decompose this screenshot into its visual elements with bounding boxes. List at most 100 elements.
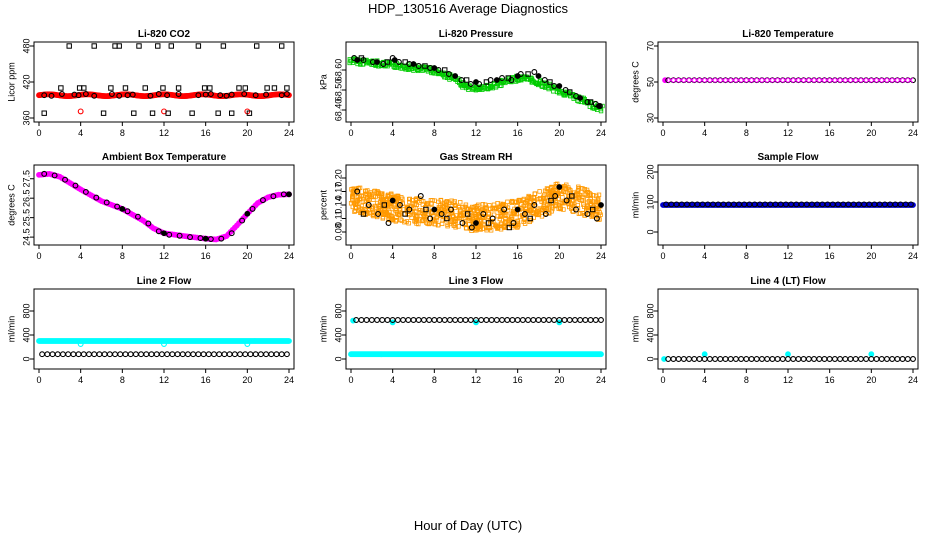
data-point <box>149 110 156 116</box>
data-point <box>283 91 290 97</box>
data-point <box>683 77 690 83</box>
data-point <box>350 194 356 200</box>
y-axis-label: ml/min <box>318 316 328 343</box>
x-tick-label: 8 <box>744 128 749 138</box>
data-point <box>201 85 208 91</box>
data-point <box>501 224 507 230</box>
data-point <box>409 198 415 203</box>
data-point <box>252 351 259 358</box>
data-point <box>706 356 713 362</box>
data-point <box>764 356 771 362</box>
x-tick-label: 16 <box>513 251 523 261</box>
data-point <box>49 351 56 358</box>
data-point <box>501 206 508 213</box>
data-point <box>132 351 139 358</box>
data-point <box>398 217 403 222</box>
data-point <box>101 351 108 358</box>
data-point <box>441 317 448 323</box>
data-point <box>236 85 242 91</box>
x-tick-label: 0 <box>660 375 665 385</box>
data-point <box>876 77 882 83</box>
data-point <box>488 228 494 233</box>
data-point <box>207 85 213 91</box>
data-point <box>546 192 551 197</box>
data-point <box>244 341 251 347</box>
data-point <box>358 317 365 323</box>
data-point <box>530 317 537 323</box>
data-point <box>420 317 427 323</box>
data-point <box>438 198 444 203</box>
x-tick-label: 12 <box>783 251 793 261</box>
data-point <box>529 206 534 211</box>
data-point <box>220 43 227 49</box>
data-point <box>436 205 442 210</box>
data-point <box>535 81 540 86</box>
data-point <box>480 202 486 207</box>
data-point <box>824 77 830 83</box>
y-tick-label: 24.5 <box>21 228 31 246</box>
data-point <box>100 110 107 116</box>
data-point <box>215 110 221 116</box>
data-point <box>495 213 500 219</box>
data-point <box>837 356 844 362</box>
data-point <box>384 59 391 65</box>
data-point <box>426 317 433 323</box>
data-point <box>499 75 505 81</box>
data-point <box>596 196 601 201</box>
y-tick-label: 68.60 <box>333 59 343 82</box>
data-point <box>596 103 602 109</box>
data-point <box>550 204 555 210</box>
data-point <box>229 110 235 116</box>
data-point <box>71 91 78 98</box>
data-point <box>77 108 84 115</box>
data-point <box>116 43 122 49</box>
data-point <box>589 206 596 213</box>
data-point <box>868 356 875 362</box>
panel-title: Line 4 (LT) Flow <box>750 276 826 287</box>
data-point <box>237 351 243 358</box>
data-point <box>514 73 521 79</box>
data-point <box>228 230 235 237</box>
data-point <box>39 351 46 358</box>
data-point <box>569 201 575 207</box>
data-point <box>263 351 270 358</box>
y-tick-label: 0.11 <box>333 210 343 227</box>
data-point <box>260 197 266 204</box>
data-point <box>517 197 522 203</box>
data-point <box>585 189 590 195</box>
data-point <box>374 317 380 323</box>
data-point <box>278 351 285 358</box>
data-point <box>442 200 447 205</box>
data-point <box>720 77 726 83</box>
x-tick-label: 0 <box>348 251 353 261</box>
x-tick-label: 20 <box>554 251 564 261</box>
data-point <box>453 203 458 208</box>
data-point <box>464 226 469 231</box>
data-point <box>385 220 392 226</box>
y-tick-label: 0 <box>21 356 31 361</box>
data-point <box>483 79 490 85</box>
x-tick-label: 0 <box>348 128 353 138</box>
data-point <box>884 356 890 362</box>
data-point <box>892 77 898 83</box>
x-tick-label: 12 <box>471 128 481 138</box>
data-point <box>852 356 859 362</box>
data-point <box>165 110 171 116</box>
data-point <box>396 204 402 209</box>
data-point <box>699 77 705 83</box>
data-point <box>252 92 259 99</box>
x-tick-label: 16 <box>825 251 835 261</box>
data-point <box>263 91 270 98</box>
data-point <box>375 211 382 217</box>
data-point <box>447 317 453 323</box>
data-point <box>811 356 817 362</box>
data-point <box>414 216 419 222</box>
data-point <box>505 213 511 218</box>
data-point <box>548 197 554 204</box>
data-point <box>530 203 536 208</box>
data-point <box>541 77 548 83</box>
data-point <box>704 77 710 83</box>
data-point <box>678 77 684 83</box>
data-point <box>452 199 457 204</box>
data-point <box>514 206 521 213</box>
